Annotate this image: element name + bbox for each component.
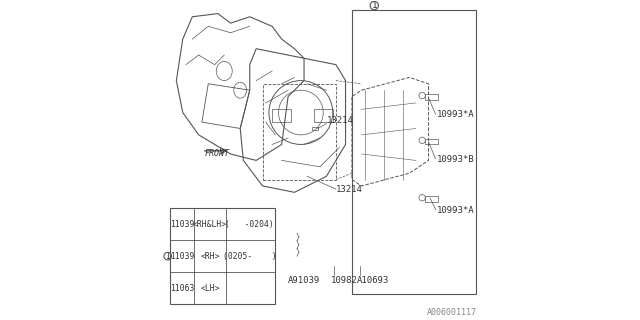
Bar: [352, 10, 476, 294]
Text: <RH>: <RH>: [200, 252, 220, 261]
Text: 10982: 10982: [331, 276, 358, 285]
Text: 13214: 13214: [336, 185, 363, 194]
Bar: [426, 94, 438, 100]
Text: <LH>: <LH>: [200, 284, 220, 292]
Text: <RH&LH>: <RH&LH>: [193, 220, 227, 229]
Text: FRONT: FRONT: [205, 148, 230, 158]
Bar: [170, 208, 275, 304]
Text: 10993*A: 10993*A: [436, 110, 474, 119]
Text: 11039: 11039: [170, 252, 195, 261]
Bar: [426, 139, 438, 144]
Text: A91039: A91039: [288, 276, 321, 285]
Text: 10993*A: 10993*A: [436, 206, 474, 215]
Text: 13214: 13214: [326, 116, 353, 125]
Text: 11063: 11063: [170, 284, 195, 292]
Text: (0205-    ): (0205- ): [223, 252, 276, 261]
Text: (   -0204): ( -0204): [225, 220, 274, 229]
Bar: [312, 127, 318, 130]
Bar: [426, 196, 438, 202]
Text: 10993*B: 10993*B: [436, 155, 474, 164]
Bar: [314, 109, 333, 122]
Text: A006001117: A006001117: [426, 308, 476, 317]
Text: 11039: 11039: [170, 220, 195, 229]
Text: 1: 1: [165, 252, 170, 261]
Bar: [272, 109, 291, 122]
Text: 1: 1: [372, 1, 377, 10]
Text: A10693: A10693: [356, 276, 389, 285]
